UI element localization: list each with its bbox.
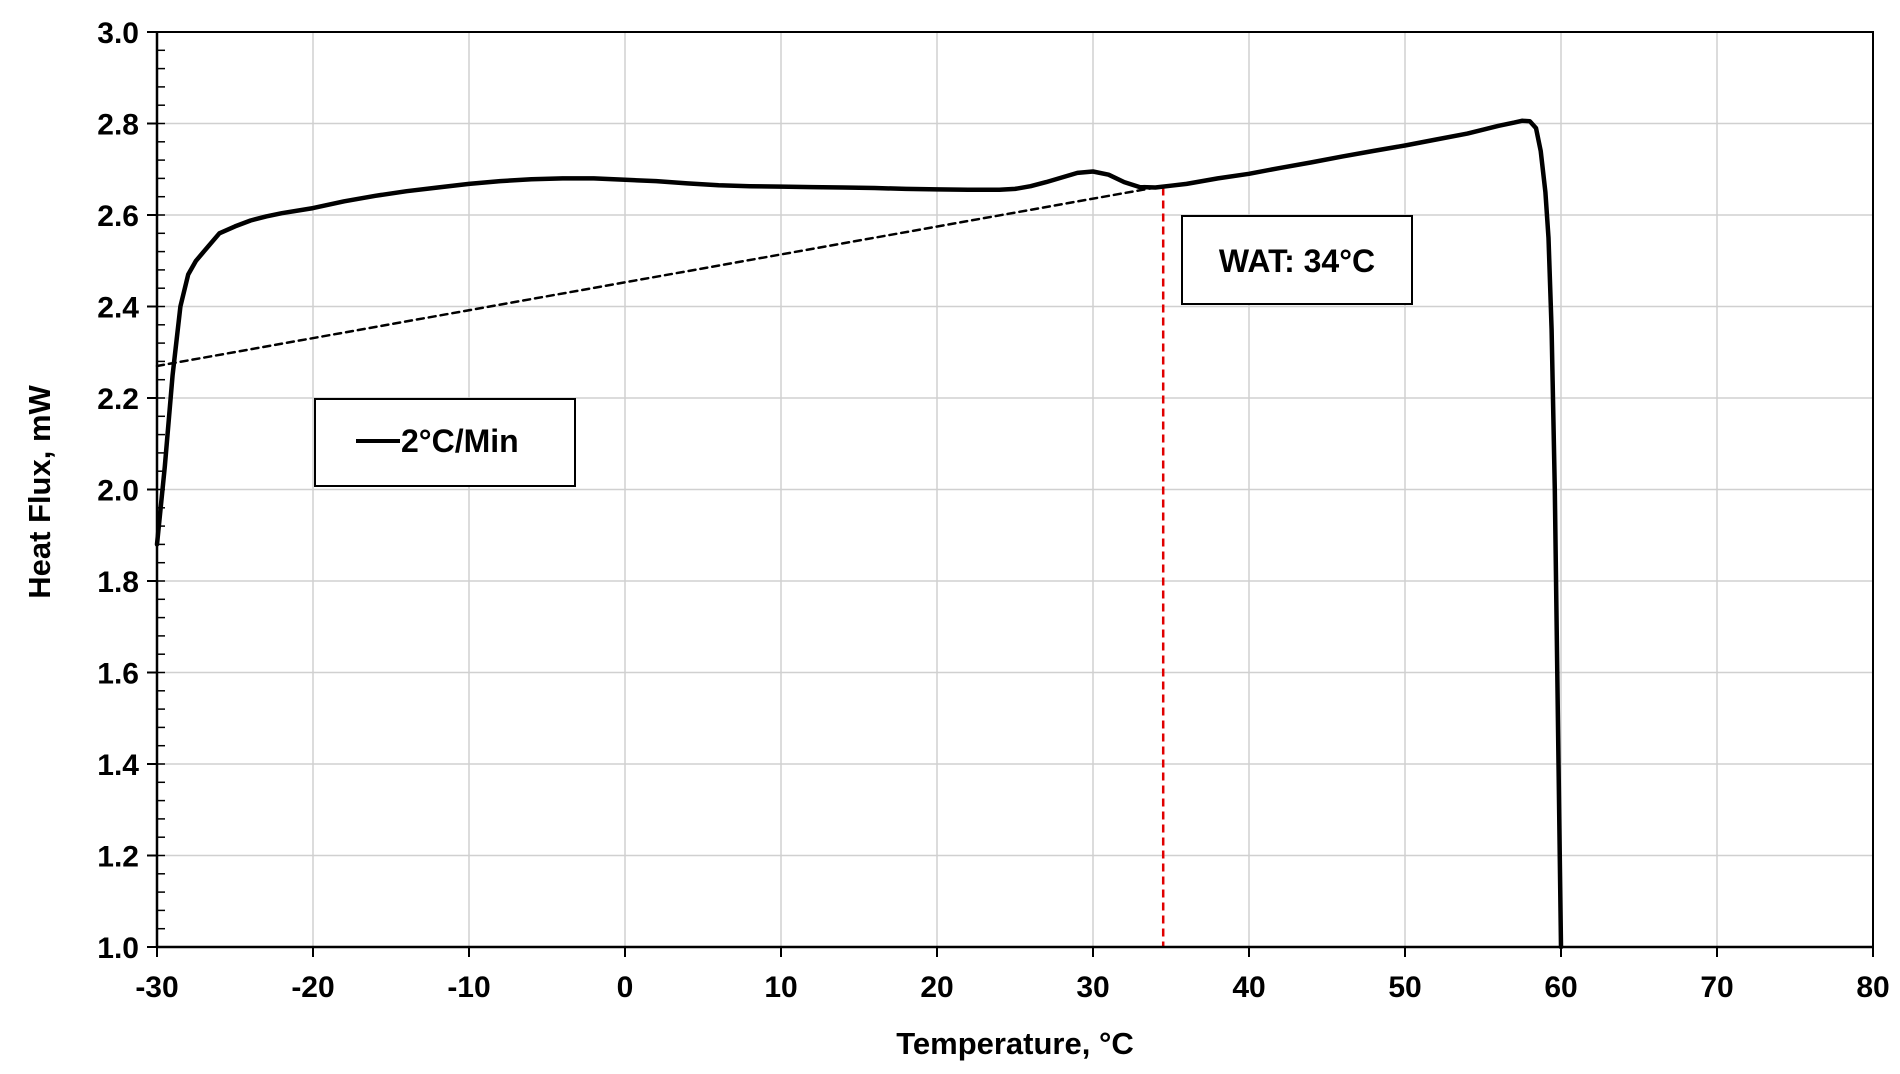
x-tick-label: 60 — [1544, 971, 1577, 1004]
baseline-dashed-line — [155, 186, 1157, 368]
x-tick-label: -30 — [135, 971, 178, 1004]
y-tick-label: 2.2 — [97, 383, 139, 416]
heat-flux-series-line — [154, 118, 1564, 950]
wat-annotation-label: WAT: 34°C — [1219, 243, 1375, 279]
x-tick-label: -10 — [447, 971, 490, 1004]
wat-annotation-frame — [1181, 215, 1413, 305]
y-tick-label: 2.6 — [97, 200, 139, 233]
x-tick-label: 20 — [920, 971, 953, 1004]
minor-ticks — [147, 31, 1874, 957]
legend-entry-label: 2°C/Min — [401, 423, 519, 459]
y-tick-label: 2.0 — [97, 475, 139, 508]
x-axis-title: Temperature, °C — [896, 1026, 1134, 1061]
baseline-series-line — [155, 186, 1157, 368]
y-tick-label: 2.8 — [97, 109, 139, 142]
y-tick-label: 1.2 — [97, 841, 139, 874]
x-tick-labels: -30 -20 -10 0 10 20 30 40 50 60 70 80 — [135, 971, 1889, 1004]
y-tick-labels: 1.0 1.2 1.4 1.6 1.8 2.0 2.2 2.4 2.6 2.8 3.0 — [97, 17, 139, 965]
x-tick-label: 10 — [764, 971, 797, 1004]
x-tick-label: 50 — [1388, 971, 1421, 1004]
x-tick-label: 0 — [617, 971, 634, 1004]
gridlines — [157, 32, 1873, 947]
y-tick-label: 1.8 — [97, 566, 139, 599]
x-tick-label: 80 — [1856, 971, 1889, 1004]
y-tick-label: 3.0 — [97, 17, 139, 50]
series-lines — [154, 118, 1564, 950]
y-tick-label: 1.4 — [97, 749, 139, 782]
x-tick-label: -20 — [291, 971, 334, 1004]
legend-box: 2°C/Min — [314, 398, 576, 487]
y-tick-label: 1.0 — [97, 932, 139, 965]
x-tick-label: 40 — [1232, 971, 1265, 1004]
y-tick-label: 2.4 — [97, 292, 139, 325]
wat-annotation-box: WAT: 34°C — [1181, 215, 1413, 305]
y-tick-label: 1.6 — [97, 658, 139, 691]
x-tick-label: 70 — [1700, 971, 1733, 1004]
y-axis-title: Heat Flux, mW — [22, 384, 57, 598]
x-tick-label: 30 — [1076, 971, 1109, 1004]
